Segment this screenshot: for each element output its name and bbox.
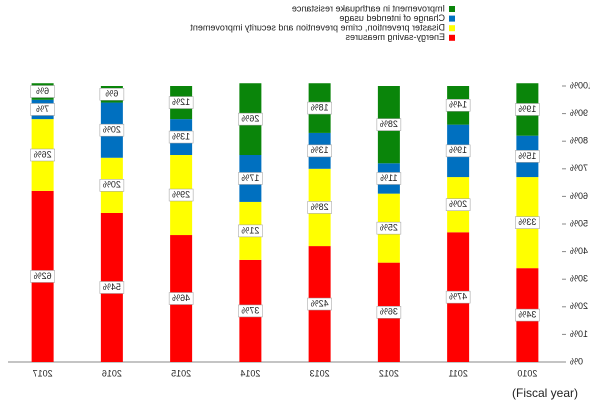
legend-marker [449, 34, 455, 41]
value-label-box [376, 306, 402, 319]
y-tick-label: 30% [570, 274, 588, 284]
value-label: 15% [518, 151, 536, 161]
value-label-box [168, 292, 194, 305]
value-label: 28% [311, 202, 329, 212]
value-label: 19% [449, 145, 467, 155]
value-label: 26% [241, 113, 259, 123]
legend-marker [449, 15, 455, 22]
value-label: 26% [34, 149, 52, 159]
y-tick-label: 60% [570, 191, 588, 201]
x-tick-label: 2011 [448, 368, 467, 378]
value-label-box [238, 112, 263, 126]
value-label-box [515, 216, 540, 229]
y-tick-label: 0% [570, 356, 583, 366]
value-label-box [238, 224, 263, 238]
value-label: 7% [36, 104, 49, 114]
value-label: 21% [241, 225, 259, 235]
value-label: 13% [311, 145, 329, 155]
value-label-box [515, 150, 540, 163]
value-label: 34% [518, 309, 536, 319]
value-label: 25% [380, 223, 398, 233]
x-tick-label: 2012 [379, 368, 399, 378]
value-label-box [515, 103, 540, 116]
value-label-box [30, 148, 55, 162]
legend-label: Change of intended usage [339, 13, 445, 23]
legend-label: Improvement in earthquake resistance [292, 3, 445, 13]
x-tick-label: 2017 [33, 368, 53, 378]
value-label-box [168, 130, 194, 144]
value-label-box [307, 144, 332, 158]
value-label-box [238, 304, 263, 318]
value-label: 20% [103, 125, 121, 135]
legend-marker [449, 6, 455, 12]
y-tick-label: 40% [570, 246, 588, 256]
y-tick-label: 90% [570, 108, 588, 118]
value-label: 29% [172, 189, 190, 199]
legend-label: Energy-saving measures [345, 32, 445, 42]
value-label-box [30, 270, 55, 283]
legend-marker [449, 25, 455, 32]
value-label: 14% [449, 100, 467, 110]
value-label-box [445, 290, 471, 304]
y-tick-label: 20% [570, 301, 588, 311]
value-label-box [307, 101, 332, 115]
value-label: 17% [241, 173, 259, 183]
value-label-box [99, 179, 125, 192]
value-label-box [168, 188, 194, 202]
value-label-box [30, 103, 55, 116]
value-label: 20% [449, 199, 467, 209]
y-tick-label: 50% [570, 218, 588, 228]
value-label: 54% [103, 282, 121, 292]
value-label-box [445, 144, 471, 158]
value-label: 11% [380, 173, 397, 183]
value-label: 36% [380, 307, 398, 317]
x-tick-label: 2016 [102, 368, 122, 378]
value-label: 13% [172, 131, 190, 141]
value-label-box [445, 99, 471, 112]
x-tick-label: 2013 [310, 368, 330, 378]
value-label-box [307, 297, 332, 311]
x-axis-label: (Fiscal year) [512, 386, 578, 400]
y-tick-label: 100% [570, 80, 590, 90]
value-label-box [238, 172, 263, 185]
value-label: 33% [518, 217, 536, 227]
value-label-box [376, 118, 402, 131]
value-label: 19% [518, 104, 536, 114]
value-label: 20% [103, 180, 121, 190]
y-tick-label: 80% [570, 136, 588, 146]
value-label-box [99, 123, 125, 137]
y-tick-label: 10% [570, 329, 588, 339]
value-label: 47% [449, 292, 467, 302]
value-label-box [445, 198, 471, 211]
value-label-box [168, 96, 194, 109]
value-label-box [99, 281, 125, 294]
value-label: 37% [241, 305, 259, 315]
x-tick-label: 2015 [171, 368, 191, 378]
value-label-box [515, 308, 540, 322]
value-label-box [30, 85, 55, 98]
value-label: 6% [36, 86, 49, 96]
value-label: 42% [311, 298, 329, 308]
value-label: 62% [34, 271, 52, 281]
value-label: 28% [380, 119, 398, 129]
y-tick-label: 70% [570, 163, 588, 173]
value-label-box [376, 172, 402, 185]
value-label: 46% [172, 293, 190, 303]
value-label-box [376, 221, 402, 235]
x-tick-label: 2010 [517, 368, 537, 378]
value-label: 18% [311, 102, 329, 112]
legend-label: Disaster prevention, crime prevention an… [190, 23, 445, 33]
value-label: 6% [105, 89, 118, 99]
value-label: 12% [172, 97, 190, 107]
value-label-box [307, 201, 332, 214]
value-label-box [99, 88, 125, 101]
plot: 0% 10% 20% 30% 40% 50% 60% 70% 80% 90% 100% 2010 34%… [8, 3, 590, 378]
x-tick-label: 2014 [240, 368, 260, 378]
